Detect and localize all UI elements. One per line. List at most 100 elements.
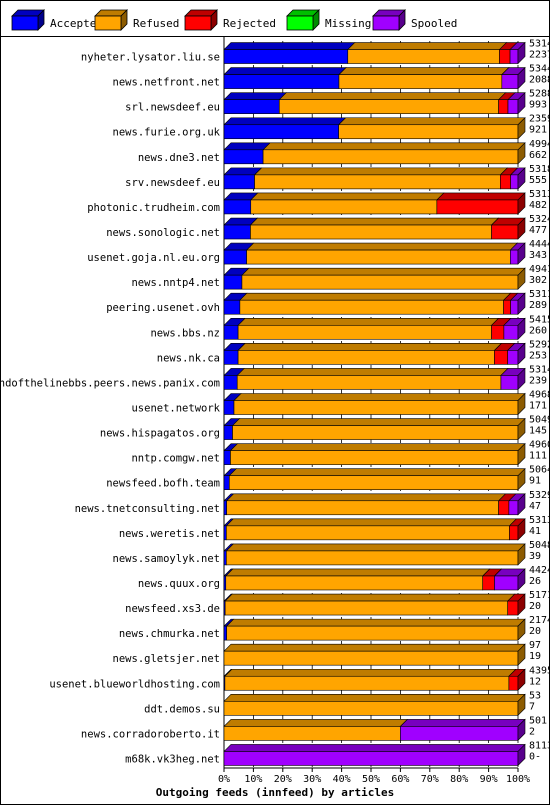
legend-swatch-refused <box>94 15 122 31</box>
value-label-total: 501 <box>529 715 547 726</box>
bar-segment-refused <box>225 575 484 591</box>
bar-side <box>517 568 526 591</box>
bar-row-news-tnetconsulting-net <box>223 493 526 516</box>
bar-segment-rejected <box>436 199 519 215</box>
bar-segment-refused <box>254 174 501 190</box>
bar-segment-refused <box>278 99 499 114</box>
bar-side <box>517 643 526 666</box>
bar-segment-refused <box>232 425 519 440</box>
value-label-total: 4395 <box>529 665 550 676</box>
bar-side <box>517 292 526 315</box>
x-tick-label: 0% <box>218 774 230 785</box>
category-label: endofthelinebbs.peers.news.panix.com <box>0 377 220 389</box>
bar-side <box>517 217 526 240</box>
legend-swatch-accepted <box>11 15 39 31</box>
bar-side <box>517 142 526 165</box>
x-tick-label: 50% <box>362 774 380 785</box>
bar-segment-rejected <box>507 600 519 616</box>
category-label: news.corradoroberto.it <box>81 728 220 740</box>
bar-segment-refused-top <box>228 468 526 477</box>
value-label-total: 5288 <box>529 89 550 100</box>
bar-segment-accepted <box>223 324 239 340</box>
bar-side <box>517 467 526 491</box>
bar-segment-spooled <box>503 324 519 340</box>
bar-row-nntp-comgw-net <box>223 442 526 466</box>
bar-row-news-gletsjer-net <box>223 643 526 666</box>
legend-swatch-rejected <box>184 15 212 31</box>
x-tick-label: 100% <box>506 774 530 785</box>
bar-row-m68k-vk3heg-net <box>223 743 526 767</box>
value-label-accepted: 26 <box>529 576 541 587</box>
value-label-total: 5313 <box>529 515 550 526</box>
bar-segment-refused <box>233 400 519 415</box>
x-tick-label: 90% <box>480 774 498 785</box>
bar-segment-refused <box>246 249 511 265</box>
value-label-total: 5049 <box>529 415 550 426</box>
bar-segment-refused <box>223 701 519 716</box>
bar-segment-accepted <box>223 74 340 89</box>
value-label-total: 97 <box>529 640 541 651</box>
bar-segment-accepted-top <box>223 92 287 100</box>
category-label: news.bbs.nz <box>150 327 220 339</box>
category-label: news.weretis.net <box>119 528 220 540</box>
value-label-accepted: 260 <box>529 325 547 336</box>
value-label-accepted: 39 <box>529 551 541 562</box>
value-label-accepted: 47 <box>529 501 541 512</box>
bar-segment-spooled <box>494 575 519 591</box>
bar-segment-accepted <box>223 475 230 491</box>
bar-segment-refused-top <box>249 217 500 226</box>
bar-segment-spooled <box>509 49 519 64</box>
bar-row-newsfeed-xs3-de <box>223 593 526 616</box>
category-label: usenet.blueworldhosting.com <box>49 678 220 690</box>
bar-segment-accepted <box>223 274 243 290</box>
bar-side <box>517 91 526 115</box>
bar-segment-accepted <box>223 350 239 365</box>
value-label-accepted: 993 <box>529 100 547 111</box>
value-label-accepted: 289 <box>529 300 547 311</box>
value-label-total: 4968 <box>529 390 550 401</box>
value-label-total: 5064 <box>529 465 550 476</box>
bar-side <box>517 392 526 416</box>
bar-segment-refused <box>226 625 519 641</box>
bar-segment-refused-top <box>233 393 526 401</box>
bar-segment-refused-top <box>223 694 526 702</box>
legend-label-rejected: Rejected <box>223 17 276 30</box>
bar-row-news-samoylyk-net <box>223 543 526 566</box>
bar-side <box>517 743 526 767</box>
value-label-total: 4424 <box>529 565 550 576</box>
bar-segment-refused <box>338 74 503 89</box>
category-label: ddt.demos.su <box>144 703 220 715</box>
bar-segment-refused-top <box>223 643 526 652</box>
bar-segment-accepted-top <box>223 142 271 151</box>
bar-side <box>517 618 526 641</box>
bar-segment-accepted-top <box>223 117 347 126</box>
bar-segment-spooled <box>400 726 519 741</box>
bar-side <box>517 718 526 742</box>
bar-segment-refused <box>347 49 500 64</box>
bar-row-news-netfront-net <box>223 66 526 90</box>
bar-side <box>517 342 526 366</box>
value-label-total: 5311 <box>529 289 550 300</box>
bar-segment-refused <box>250 199 438 215</box>
bar-side <box>517 242 526 265</box>
value-label-accepted: 145 <box>529 426 547 437</box>
value-label-accepted: 302 <box>529 275 547 286</box>
x-axis: 0% 10% 20% 30% 40% 50% 60% 70% 80% 90% 100% <box>218 767 530 785</box>
legend-swatch-missing <box>286 15 314 31</box>
x-tick-label: 20% <box>274 774 292 785</box>
bar-segment-refused-top <box>241 267 526 276</box>
value-label-total: 4994 <box>529 139 550 150</box>
legend-label-spooled: Spooled <box>411 17 457 30</box>
category-label: usenet.network <box>131 403 220 415</box>
bar-segment-spooled <box>500 375 519 390</box>
bar-segment-accepted <box>223 400 235 415</box>
bar-side <box>517 668 526 691</box>
value-label-accepted: 482 <box>529 200 547 211</box>
bar-row-usenet-blueworldhosting-com <box>223 668 526 691</box>
bar-segment-refused-top <box>262 142 526 151</box>
bar-segment-refused-top <box>224 668 517 677</box>
bar-segment-refused <box>223 726 401 741</box>
bar-segment-refused <box>226 550 519 566</box>
